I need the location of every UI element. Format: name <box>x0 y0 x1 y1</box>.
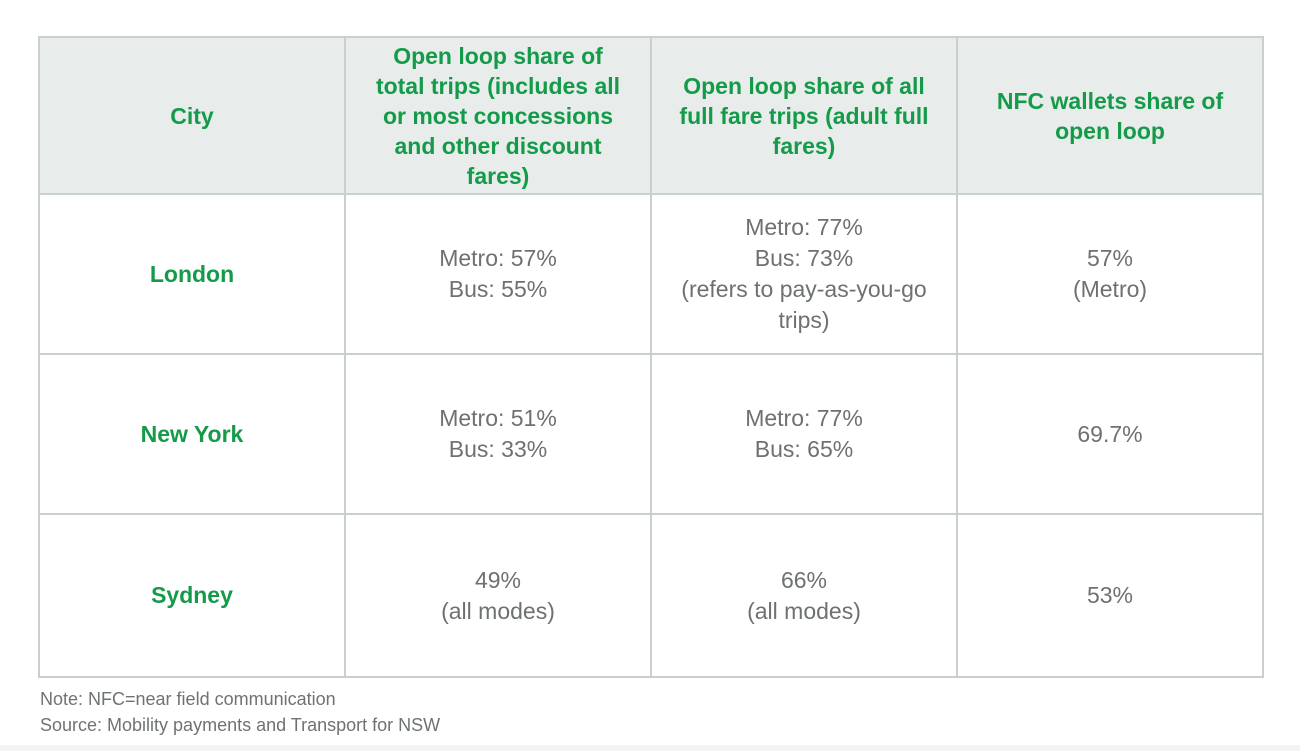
column-header-nfc-wallets-share: NFC wallets share of open loop <box>956 36 1264 195</box>
new-york-open-loop-total-cell: Metro: 51% Bus: 33% <box>344 353 652 515</box>
bottom-divider <box>0 745 1300 751</box>
city-cell-new-york: New York <box>38 353 346 515</box>
new-york-open-loop-full-fare-cell: Metro: 77% Bus: 65% <box>650 353 958 515</box>
open-loop-share-table: City Open loop share of total trips (inc… <box>38 36 1264 678</box>
sydney-open-loop-full-fare-cell: 66% (all modes) <box>650 513 958 678</box>
london-open-loop-total-cell: Metro: 57% Bus: 55% <box>344 193 652 355</box>
city-cell-sydney: Sydney <box>38 513 346 678</box>
column-header-city: City <box>38 36 346 195</box>
footnotes: Note: NFC=near field communication Sourc… <box>40 686 440 738</box>
sydney-open-loop-total-cell: 49% (all modes) <box>344 513 652 678</box>
london-nfc-wallets-cell: 57% (Metro) <box>956 193 1264 355</box>
table-row-new-york: New York Metro: 51% Bus: 33% Metro: 77% … <box>38 353 1264 515</box>
source-line: Source: Mobility payments and Transport … <box>40 715 441 735</box>
note-line: Note: NFC=near field communication <box>40 689 336 709</box>
column-header-open-loop-full-fare-trips: Open loop share of all full fare trips (… <box>650 36 958 195</box>
open-loop-share-table-container: City Open loop share of total trips (inc… <box>38 36 1264 678</box>
sydney-nfc-wallets-cell: 53% <box>956 513 1264 678</box>
table-header-row: City Open loop share of total trips (inc… <box>38 36 1264 195</box>
new-york-nfc-wallets-cell: 69.7% <box>956 353 1264 515</box>
table-row-sydney: Sydney 49% (all modes) 66% (all modes) 5… <box>38 513 1264 678</box>
column-header-open-loop-total-trips: Open loop share of total trips (includes… <box>344 36 652 195</box>
london-open-loop-full-fare-cell: Metro: 77% Bus: 73% (refers to pay-as-yo… <box>650 193 958 355</box>
city-cell-london: London <box>38 193 346 355</box>
table-row-london: London Metro: 57% Bus: 55% Metro: 77% Bu… <box>38 193 1264 355</box>
